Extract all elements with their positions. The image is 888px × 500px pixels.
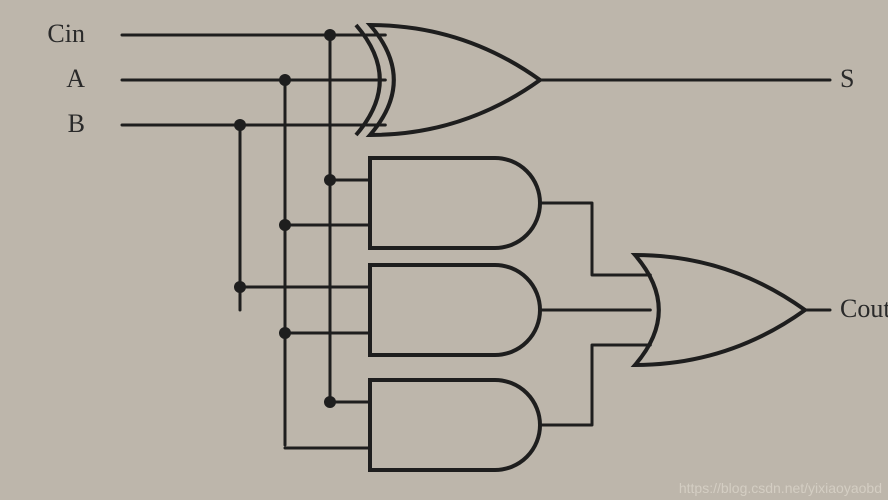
- and-gate-AND_AB: [370, 265, 540, 355]
- and-gate-AND_CB: [370, 380, 540, 470]
- label-S: S: [840, 64, 854, 94]
- label-B: B: [68, 109, 85, 139]
- full-adder-schematic: [0, 0, 888, 500]
- junction-dot: [234, 119, 246, 131]
- label-Cout: Cout: [840, 294, 888, 324]
- watermark: https://blog.csdn.net/yixiaoyaobd: [679, 480, 882, 496]
- junction-dot: [324, 396, 336, 408]
- label-A: A: [66, 64, 85, 94]
- junction-dot: [279, 327, 291, 339]
- junction-dot: [279, 74, 291, 86]
- junction-dot: [324, 29, 336, 41]
- junction-dot: [279, 219, 291, 231]
- junction-dot: [234, 281, 246, 293]
- label-Cin: Cin: [47, 19, 85, 49]
- junction-dot: [324, 174, 336, 186]
- and-gate-AND_CA: [370, 158, 540, 248]
